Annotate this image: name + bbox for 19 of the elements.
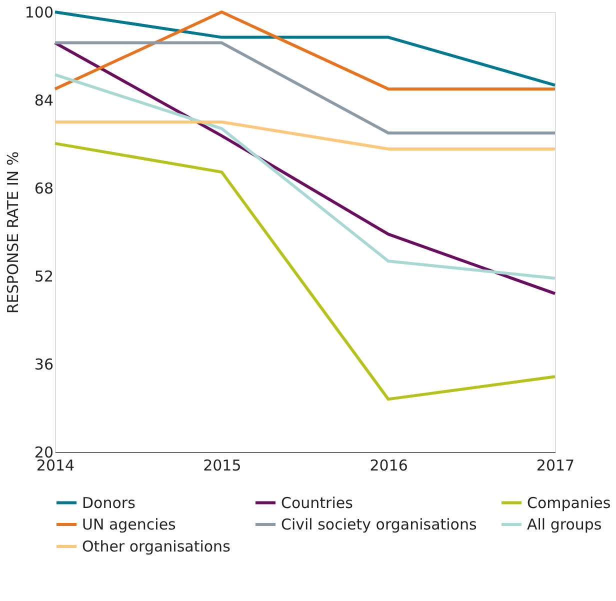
legend-label: Civil society organisations — [281, 516, 477, 534]
legend-label: Companies — [527, 494, 611, 512]
x-tick-label: 2014 — [36, 456, 75, 474]
line-series — [54, 73, 556, 280]
y-tick-label: 68 — [34, 180, 54, 198]
y-tick-label: 84 — [34, 92, 54, 110]
y-tick-label: 100 — [24, 4, 54, 22]
y-axis-title: RESPONSE RATE IN % — [4, 151, 22, 314]
legend-label: Other organisations — [82, 538, 231, 556]
legend-label: All groups — [527, 516, 602, 534]
y-tick-label: 36 — [34, 356, 54, 374]
legend-label: Donors — [82, 494, 136, 512]
legend-label: UN agencies — [82, 516, 176, 534]
line-series — [54, 142, 556, 401]
y-tick-label: 52 — [34, 268, 54, 286]
x-tick-label: 2015 — [203, 456, 242, 474]
x-tick-label: 2017 — [536, 456, 575, 474]
legend-label: Countries — [281, 494, 354, 512]
x-tick-label: 2016 — [370, 456, 408, 474]
